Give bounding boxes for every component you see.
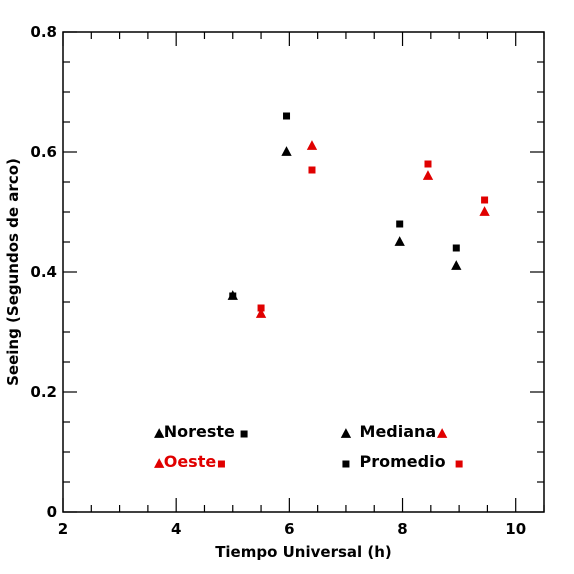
x-tick-label: 2	[58, 520, 68, 538]
legend: Noreste Oeste Mediana Promedio	[154, 422, 463, 471]
x-tick-label: 6	[284, 520, 294, 538]
x-tick-label: 10	[505, 520, 526, 538]
oeste-promedio-point	[308, 166, 316, 174]
x-axis-label: Tiempo Universal (h)	[215, 543, 392, 561]
legend-square-marker	[240, 430, 248, 438]
legend-square-marker	[342, 460, 350, 468]
x-tick-label: 4	[171, 520, 181, 538]
legend-triangle-marker	[154, 428, 165, 438]
legend-triangle-marker	[154, 458, 165, 468]
oeste-mediana-point	[479, 206, 490, 216]
oeste-mediana-point	[306, 140, 318, 150]
noreste-promedio-point	[396, 220, 404, 228]
y-tick-label: 0	[47, 503, 57, 521]
oeste-promedio-point	[257, 304, 265, 312]
y-tick-label: 0.8	[30, 23, 57, 41]
y-tick-label: 0.4	[30, 263, 57, 281]
plot-frame	[62, 31, 545, 513]
noreste-promedio-point	[229, 292, 237, 300]
legend-triangle-marker	[340, 428, 352, 438]
noreste-mediana-point	[281, 146, 292, 156]
legend-square-marker	[217, 460, 225, 468]
y-axis-label: Seeing (Segundos de arco)	[4, 158, 22, 386]
noreste-mediana-point	[394, 236, 405, 246]
noreste-promedio-point	[452, 244, 460, 252]
oeste-promedio-point	[481, 196, 489, 204]
y-tick-label: 0.6	[30, 143, 57, 161]
axis-ticks	[62, 31, 545, 513]
axis-tick-labels: 2 4 6 8 10 0 0.2 0.4 0.6 0.8	[30, 23, 526, 538]
noreste-mediana-point	[451, 260, 462, 270]
legend-square-marker	[455, 460, 463, 468]
legend-site-oeste: Oeste	[164, 452, 217, 471]
legend-triangle-marker	[436, 428, 448, 438]
oeste-mediana-point	[422, 170, 434, 180]
y-tick-label: 0.2	[30, 383, 57, 401]
x-tick-label: 8	[397, 520, 407, 538]
oeste-mediana-point	[255, 308, 267, 318]
data-points	[227, 112, 490, 318]
oeste-promedio-point	[424, 160, 432, 168]
legend-stat-mediana: Mediana	[360, 422, 437, 441]
noreste-promedio-point	[283, 112, 291, 120]
legend-stat-promedio: Promedio	[360, 452, 446, 471]
legend-site-noreste: Noreste	[164, 422, 235, 441]
legend-markers	[154, 428, 463, 468]
